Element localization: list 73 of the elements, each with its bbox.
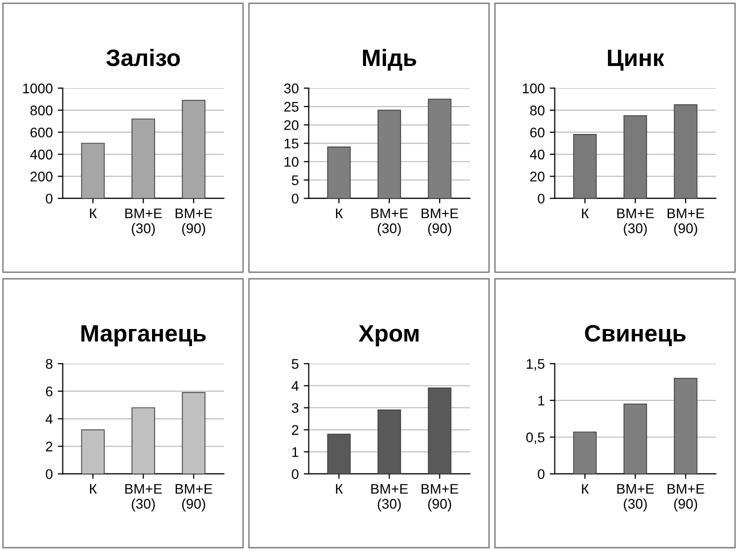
y-tick-label: 4 (46, 414, 53, 424)
chart-title: Цинк (608, 50, 664, 71)
y-tick-label: 1,5 (526, 359, 544, 370)
chart-title: Залізо (106, 48, 180, 66)
y-tick-label: 2 (46, 442, 52, 452)
y-tick-label: 20 (530, 172, 544, 182)
bar (674, 378, 698, 474)
y-tick-label: 800 (30, 106, 52, 116)
y-tick-label: 400 (30, 150, 52, 160)
bar (378, 410, 402, 474)
y-tick-label: 600 (30, 128, 52, 138)
x-tick-label: К (336, 208, 343, 218)
x-tick-label: ВМ+Е (90) (422, 484, 458, 512)
y-tick-label: 0 (538, 194, 544, 204)
chart-title: Мідь (363, 48, 416, 71)
y-tick-label: 5 (292, 359, 298, 369)
x-tick-label: ВМ+Е (90) (668, 208, 704, 236)
bar (573, 432, 597, 474)
chart-title: Свинець (585, 324, 686, 346)
bar (624, 404, 648, 474)
x-tick-label: ВМ+Е (90) (668, 484, 704, 512)
y-tick-label: 100 (522, 83, 544, 94)
bar (132, 118, 156, 198)
y-tick-label: 25 (284, 102, 298, 112)
x-tick-label: ВМ+Е (30) (617, 484, 654, 512)
y-tick-label: 0 (46, 469, 52, 480)
y-tick-label: 0 (538, 469, 544, 480)
y-tick-label: 60 (530, 128, 544, 138)
y-tick-label: 1 (292, 447, 298, 457)
x-tick-label: ВМ+Е (30) (617, 208, 654, 236)
bar (428, 387, 452, 474)
y-tick-label: 20 (284, 120, 298, 130)
x-tick-label: К (90, 484, 97, 494)
x-tick-label: ВМ+Е (30) (371, 484, 408, 512)
chart-title: Хром (358, 325, 419, 346)
y-tick-label: 0,5 (526, 432, 544, 444)
bar (81, 142, 105, 198)
x-tick-label: К (90, 208, 97, 218)
x-tick-label: ВМ+Е (90) (422, 208, 458, 236)
y-tick-label: 15 (284, 138, 298, 148)
bar (182, 100, 206, 198)
y-tick-label: 10 (284, 156, 298, 167)
y-tick-label: 2 (292, 425, 298, 435)
bar (573, 134, 597, 198)
y-tick-label: 0 (292, 194, 298, 204)
x-tick-label: ВМ+Е (30) (125, 208, 162, 236)
y-tick-label: 0 (292, 469, 298, 480)
y-tick-label: 200 (30, 172, 52, 182)
y-tick-label: 30 (284, 83, 298, 94)
x-tick-label: ВМ+Е (30) (371, 208, 408, 236)
y-tick-label: 0 (46, 194, 52, 204)
bar (624, 115, 648, 198)
x-tick-label: ВМ+Е (90) (176, 208, 212, 236)
y-tick-label: 6 (46, 386, 52, 396)
x-tick-label: ВМ+Е (90) (176, 484, 212, 512)
y-tick-label: 8 (46, 358, 52, 369)
bar (327, 146, 351, 198)
chart-title: Марганець (81, 325, 206, 346)
bar (674, 104, 698, 198)
y-tick-label: 40 (530, 150, 544, 160)
x-tick-label: К (582, 208, 589, 218)
x-tick-label: К (582, 484, 589, 494)
y-tick-label: 1000 (23, 83, 52, 94)
y-tick-label: 4 (292, 381, 299, 391)
y-tick-label: 3 (292, 403, 298, 413)
bar (428, 98, 452, 198)
x-tick-label: К (336, 484, 343, 494)
y-tick-label: 80 (530, 106, 544, 116)
bar (327, 434, 351, 474)
x-tick-label: ВМ+Е (30) (125, 484, 162, 512)
y-tick-label: 1 (538, 396, 544, 406)
bar (378, 110, 402, 198)
y-tick-label: 5 (292, 175, 298, 186)
